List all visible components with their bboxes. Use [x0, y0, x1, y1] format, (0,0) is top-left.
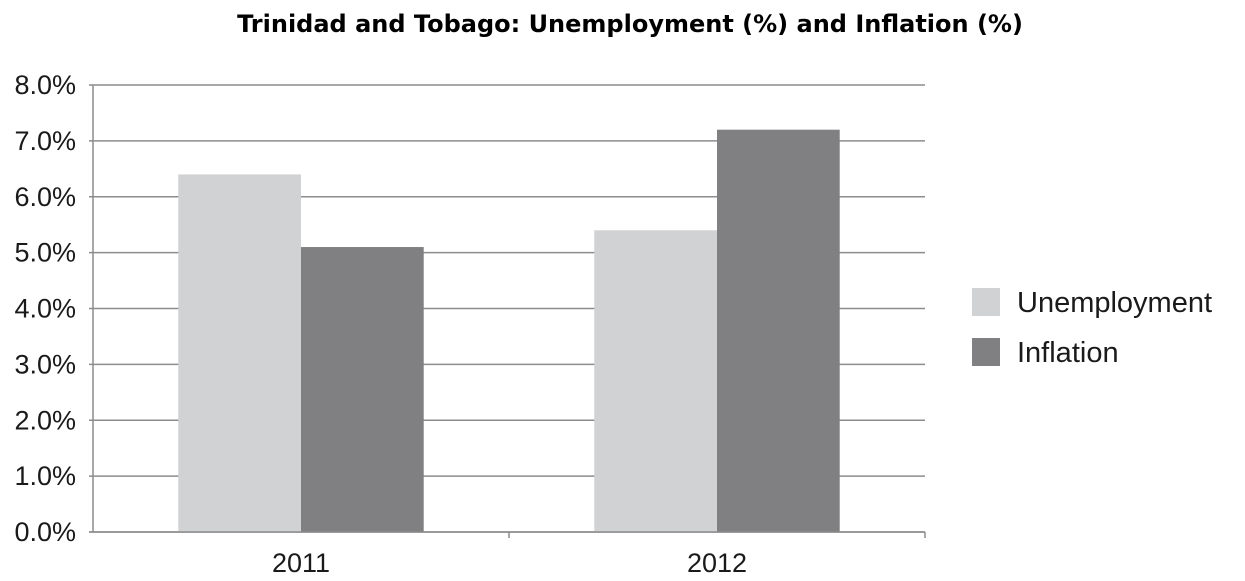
bar-inflation-2011 [301, 247, 424, 532]
legend-label-unemployment: Unemployment [1017, 287, 1212, 319]
chart-title: Trinidad and Tobago: Unemployment (%) an… [237, 10, 1023, 38]
x-tick-label: 2011 [272, 548, 330, 578]
y-tick-label: 1.0% [14, 461, 76, 491]
legend: Unemployment Inflation [972, 287, 1212, 369]
legend-label-inflation: Inflation [1017, 337, 1119, 369]
y-tick-label: 2.0% [14, 405, 76, 435]
legend-swatch-unemployment [972, 288, 1000, 316]
y-tick-label: 7.0% [14, 126, 76, 156]
x-axis-ticks: 2011 2012 [272, 548, 747, 578]
bars [178, 129, 840, 532]
y-axis-ticks: 0.0% 1.0% 2.0% 3.0% 4.0% 5.0% 6.0% 7.0% 8.0% [14, 70, 76, 547]
y-tick-label: 8.0% [14, 70, 76, 100]
y-tick-label: 6.0% [14, 182, 76, 212]
y-tick-label: 3.0% [14, 349, 76, 379]
bar-inflation-2012 [717, 129, 840, 532]
legend-swatch-inflation [972, 338, 1000, 366]
y-tick-label: 5.0% [14, 238, 76, 268]
bar-unemployment-2012 [594, 230, 717, 532]
y-tick-label: 4.0% [14, 294, 76, 324]
bar-unemployment-2011 [178, 174, 301, 532]
y-tick-label: 0.0% [14, 517, 76, 547]
x-axis [89, 85, 926, 538]
x-tick-label: 2012 [687, 548, 747, 578]
